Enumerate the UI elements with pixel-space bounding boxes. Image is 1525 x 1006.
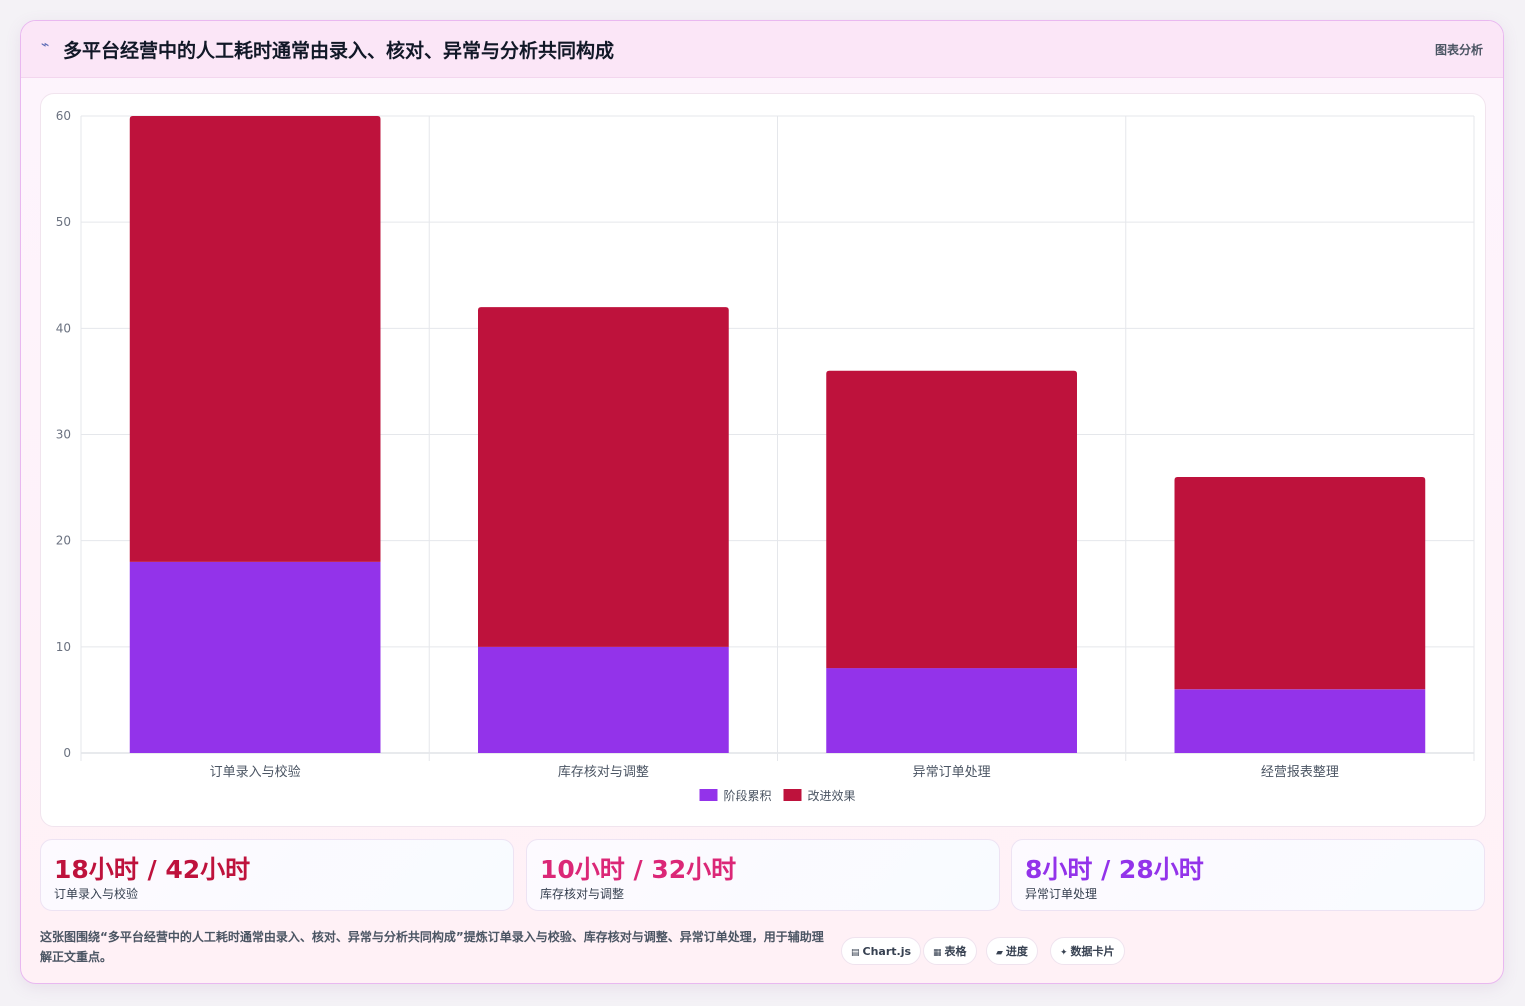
page-title: 多平台经营中的人工耗时通常由录入、核对、异常与分析共同构成 <box>63 40 615 62</box>
stat-card-order-entry: 18小时 / 42小时 订单录入与校验 <box>40 839 514 911</box>
legend-swatch <box>699 789 718 801</box>
y-tick-label: 10 <box>56 640 71 654</box>
x-tick-label: 订单录入与校验 <box>210 764 301 780</box>
chart-analysis-link[interactable]: 图表分析 <box>1434 43 1483 57</box>
tag-data-card[interactable]: ✦ 数据卡片 <box>1050 937 1125 965</box>
chart-panel: 0 10 20 30 40 50 60 订单录入与校验 库存核对与调整 异常订单处理 经营报表整理阶… <box>40 93 1486 827</box>
bar-stage <box>129 561 381 753</box>
stacked-bar-chart: 0 10 20 30 40 50 60 订单录入与校验 库存核对与调整 异常订单处理 经营报表整理阶… <box>56 109 1475 803</box>
y-tick-label: 40 <box>56 321 71 335</box>
bar-stage <box>826 668 1077 753</box>
stat-value: 18小时 / 42小时 <box>54 855 251 884</box>
y-tick-label: 60 <box>56 109 71 123</box>
y-tick-label: 50 <box>56 215 71 229</box>
stat-label: 库存核对与调整 <box>540 887 625 901</box>
tag-table[interactable]: ▦ 表格 <box>923 937 977 965</box>
table-icon: ▦ <box>933 948 942 958</box>
tag-progress[interactable]: ▰ 进度 <box>986 937 1038 965</box>
y-tick-label: 30 <box>56 428 71 442</box>
x-tick-label: 库存核对与调整 <box>558 764 649 780</box>
progress-icon: ▰ <box>996 948 1003 958</box>
bar-improvement <box>826 370 1077 669</box>
sparkle-icon: ✦ <box>1060 948 1068 958</box>
trend-line-icon: ⌁ <box>41 37 50 53</box>
y-tick-label: 0 <box>63 746 71 760</box>
chart-icon: ▤ <box>851 948 860 958</box>
x-tick-label: 异常订单处理 <box>913 765 991 780</box>
chart-description: 这张图围绕“多平台经营中的人工耗时通常由录入、核对、异常与分析共同构成”提炼订单… <box>40 930 824 964</box>
legend-label: 改进效果 <box>808 788 856 803</box>
tag-chartjs[interactable]: ▤ Chart.js <box>841 937 922 965</box>
x-tick-label: 经营报表整理 <box>1261 765 1339 780</box>
legend-swatch <box>783 789 802 801</box>
bar-stage <box>478 646 729 753</box>
stat-card-inventory-check: 10小时 / 32小时 库存核对与调整 <box>526 839 1000 911</box>
chart-card: ⌁ 多平台经营中的人工耗时通常由录入、核对、异常与分析共同构成 图表分析 0 10… <box>20 20 1504 984</box>
stat-card-exception-orders: 8小时 / 28小时 异常订单处理 <box>1011 839 1485 911</box>
stat-label: 订单录入与校验 <box>54 887 139 901</box>
y-tick-label: 20 <box>56 534 71 548</box>
bar-improvement <box>1174 476 1426 690</box>
legend-label: 阶段累积 <box>724 788 772 803</box>
stat-value: 8小时 / 28小时 <box>1025 855 1204 884</box>
card-header: ⌁ 多平台经营中的人工耗时通常由录入、核对、异常与分析共同构成 图表分析 <box>21 21 1503 78</box>
bar-improvement <box>478 307 729 647</box>
stat-value: 10小时 / 32小时 <box>540 855 737 884</box>
bar-stage <box>1174 689 1426 753</box>
bar-improvement <box>129 116 381 562</box>
stat-label: 异常订单处理 <box>1025 887 1098 901</box>
